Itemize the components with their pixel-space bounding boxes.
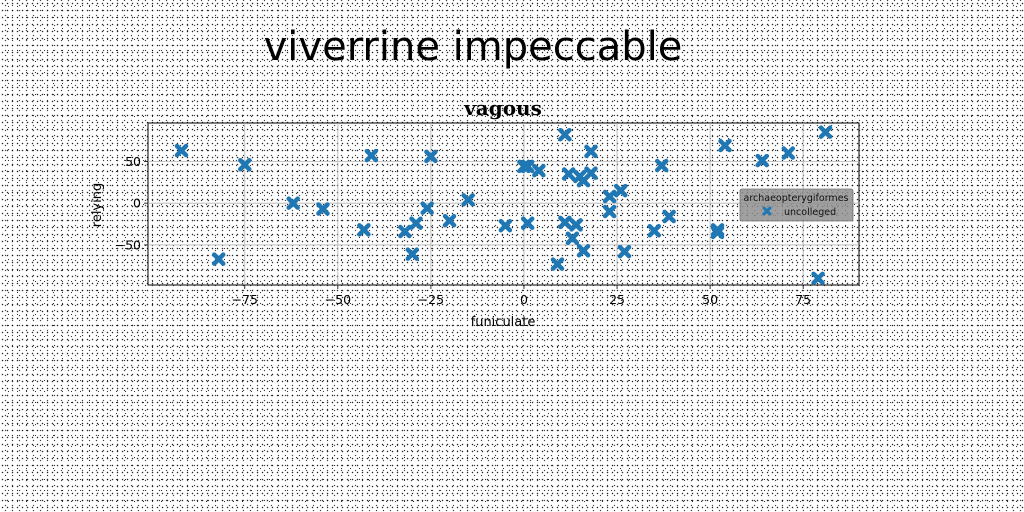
data-point [647,223,662,238]
data-point [602,189,617,204]
data-point [520,216,535,230]
data-point [781,146,796,160]
data-point [420,201,434,215]
data-point [316,202,330,216]
x-axis: −75 −50 −25 0 25 50 75 [232,285,811,307]
data-point [238,158,252,172]
data-point [576,244,591,258]
x-tick-label: −50 [325,292,351,307]
data-point [561,167,576,181]
legend-marker [762,206,772,216]
data-point [569,218,583,232]
data-point [211,252,226,266]
data-point [520,159,535,174]
data-point [602,204,617,219]
data-point [565,231,580,245]
page-title: viverrine impeccable [263,24,683,70]
x-tick-label: 0 [520,292,528,307]
data-point [818,125,833,139]
y-tick-label: 50 [125,154,141,169]
data-point [357,223,371,237]
x-tick-label: 75 [795,292,811,307]
data-point [662,209,676,224]
chart-title: vagous [463,96,542,120]
data-point [558,127,572,142]
x-tick-label: −25 [418,292,444,307]
data-point [584,144,598,159]
y-tick-label: 0 [133,196,141,211]
data-point [286,196,300,210]
x-tick-label: 25 [609,292,625,307]
data-point [617,244,632,259]
data-point [550,257,565,271]
x-axis-label: funiculate [471,315,536,330]
data-point [718,138,732,153]
x-tick-label: −75 [232,292,258,307]
data-point [558,215,572,230]
data-point [461,193,475,207]
data-point [405,247,420,261]
data-point [584,166,598,180]
legend-entry-label: uncolleged [784,207,836,218]
y-axis: −50 0 50 [115,154,148,252]
data-point [614,183,628,198]
data-point [498,218,513,233]
legend-title: archaeopterygiformes [744,193,849,204]
y-tick-label: −50 [115,237,141,252]
data-point [442,213,457,228]
data-point [364,148,379,163]
data-point [409,216,423,230]
data-point [424,149,438,164]
data-points [174,125,833,286]
data-point [174,143,189,158]
y-axis-label: relying [90,183,105,227]
data-point [532,163,546,178]
legend-marker-icon [762,206,772,216]
data-point [398,224,412,239]
plot-area [147,122,860,286]
data-point [710,225,725,240]
data-point [654,158,669,173]
data-point [811,271,825,286]
x-tick-label: 50 [702,292,718,307]
legend: archaeopterygiformes uncolleged [739,188,854,222]
data-point [755,153,769,168]
